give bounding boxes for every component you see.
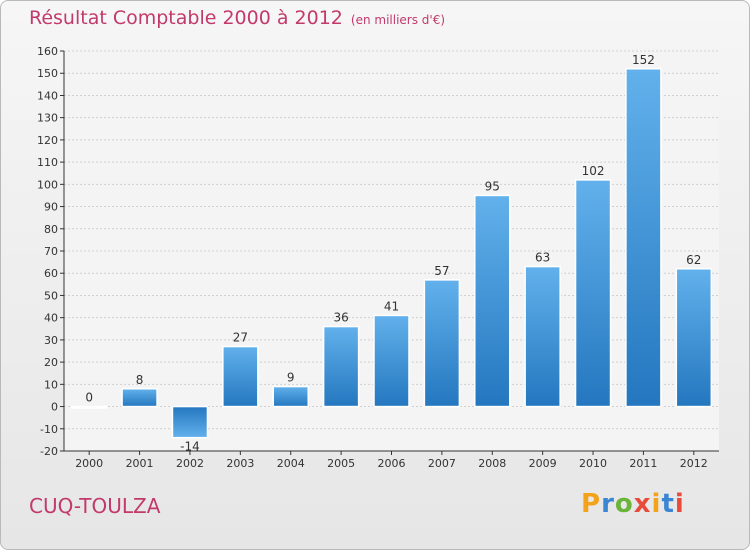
x-tick-label: 2001 bbox=[126, 457, 154, 470]
logo-letter: P bbox=[581, 489, 602, 519]
data-label: 41 bbox=[384, 299, 399, 313]
data-labels: 0 8 -14 27 9 36 41 57 95 63 102 152 62 bbox=[85, 53, 701, 454]
bar bbox=[474, 194, 511, 408]
data-label: 62 bbox=[686, 253, 701, 267]
bar bbox=[322, 325, 360, 408]
logo-letter: i bbox=[651, 489, 662, 519]
logo-letter: r bbox=[601, 489, 615, 519]
x-tick-label: 2010 bbox=[579, 457, 607, 470]
logo-letter: t bbox=[661, 489, 675, 519]
data-label: 9 bbox=[287, 371, 295, 385]
x-tick-label: 2006 bbox=[378, 457, 406, 470]
data-label: 152 bbox=[632, 53, 655, 67]
bar bbox=[373, 314, 410, 408]
y-tick-label: -10 bbox=[40, 423, 58, 436]
y-tick-label: 70 bbox=[44, 245, 58, 258]
y-tick-label: 140 bbox=[37, 89, 58, 102]
data-label: 95 bbox=[485, 179, 500, 193]
y-tick-label: 60 bbox=[44, 267, 58, 280]
y-axis-ticks: -20 -10 0 10 20 30 40 50 60 70 80 90 100 110 120 130 140… bbox=[37, 45, 64, 458]
y-tick-label: 0 bbox=[51, 401, 58, 414]
x-axis-ticks: 2000 2001 2002 2003 2004 2005 2006 2007 2008 2009… bbox=[75, 451, 708, 470]
y-tick-label: 80 bbox=[44, 223, 58, 236]
data-label: 102 bbox=[582, 164, 605, 178]
bar bbox=[121, 388, 158, 408]
bar bbox=[675, 268, 713, 408]
y-tick-label: 120 bbox=[37, 134, 58, 147]
x-tick-label: 2008 bbox=[478, 457, 506, 470]
commune-name: CUQ-TOULZA bbox=[29, 494, 161, 518]
logo-letter: i bbox=[674, 489, 685, 519]
data-label: 57 bbox=[434, 264, 449, 278]
y-tick-label: 160 bbox=[37, 45, 58, 58]
logo-letter: x bbox=[633, 489, 652, 519]
y-tick-label: 30 bbox=[44, 334, 58, 347]
bar bbox=[625, 68, 662, 408]
data-label: 27 bbox=[233, 331, 248, 345]
x-tick-label: 2004 bbox=[277, 457, 305, 470]
chart-title: Résultat Comptable 2000 à 2012 (en millie… bbox=[29, 7, 445, 29]
bar bbox=[272, 385, 309, 408]
x-tick-label: 2005 bbox=[327, 457, 355, 470]
y-tick-label: 150 bbox=[37, 67, 58, 80]
axes bbox=[63, 51, 719, 452]
bar bbox=[70, 405, 108, 409]
bar bbox=[574, 179, 612, 408]
chart-title-text: Résultat Comptable 2000 à 2012 bbox=[29, 7, 343, 29]
x-tick-label: 2003 bbox=[226, 457, 254, 470]
data-label: 8 bbox=[136, 373, 144, 387]
x-tick-label: 2009 bbox=[529, 457, 557, 470]
x-tick-label: 2012 bbox=[680, 457, 708, 470]
data-label: 36 bbox=[333, 311, 348, 325]
y-tick-label: 100 bbox=[37, 178, 58, 191]
x-tick-label: 2011 bbox=[629, 457, 657, 470]
chart-subtitle: (en milliers d'€) bbox=[350, 13, 446, 27]
bar bbox=[423, 279, 461, 408]
data-label: 63 bbox=[535, 251, 550, 265]
y-tick-label: 50 bbox=[44, 289, 58, 302]
proxiti-logo: Proxiti bbox=[581, 489, 685, 519]
data-label: 0 bbox=[85, 391, 93, 405]
bar bbox=[171, 405, 209, 439]
y-tick-label: 10 bbox=[44, 378, 58, 391]
logo-letter: o bbox=[614, 489, 634, 519]
y-tick-label: 110 bbox=[37, 156, 58, 169]
x-tick-label: 2007 bbox=[428, 457, 456, 470]
y-tick-label: 40 bbox=[44, 312, 58, 325]
y-tick-label: 130 bbox=[37, 112, 58, 125]
x-tick-label: 2002 bbox=[176, 457, 204, 470]
data-label: -14 bbox=[180, 440, 200, 454]
y-tick-label: -20 bbox=[40, 445, 58, 458]
x-tick-label: 2000 bbox=[75, 457, 103, 470]
bar bbox=[524, 265, 561, 408]
y-tick-label: 90 bbox=[44, 201, 58, 214]
y-tick-label: 20 bbox=[44, 356, 58, 369]
bars bbox=[70, 68, 713, 439]
bar bbox=[222, 345, 259, 408]
